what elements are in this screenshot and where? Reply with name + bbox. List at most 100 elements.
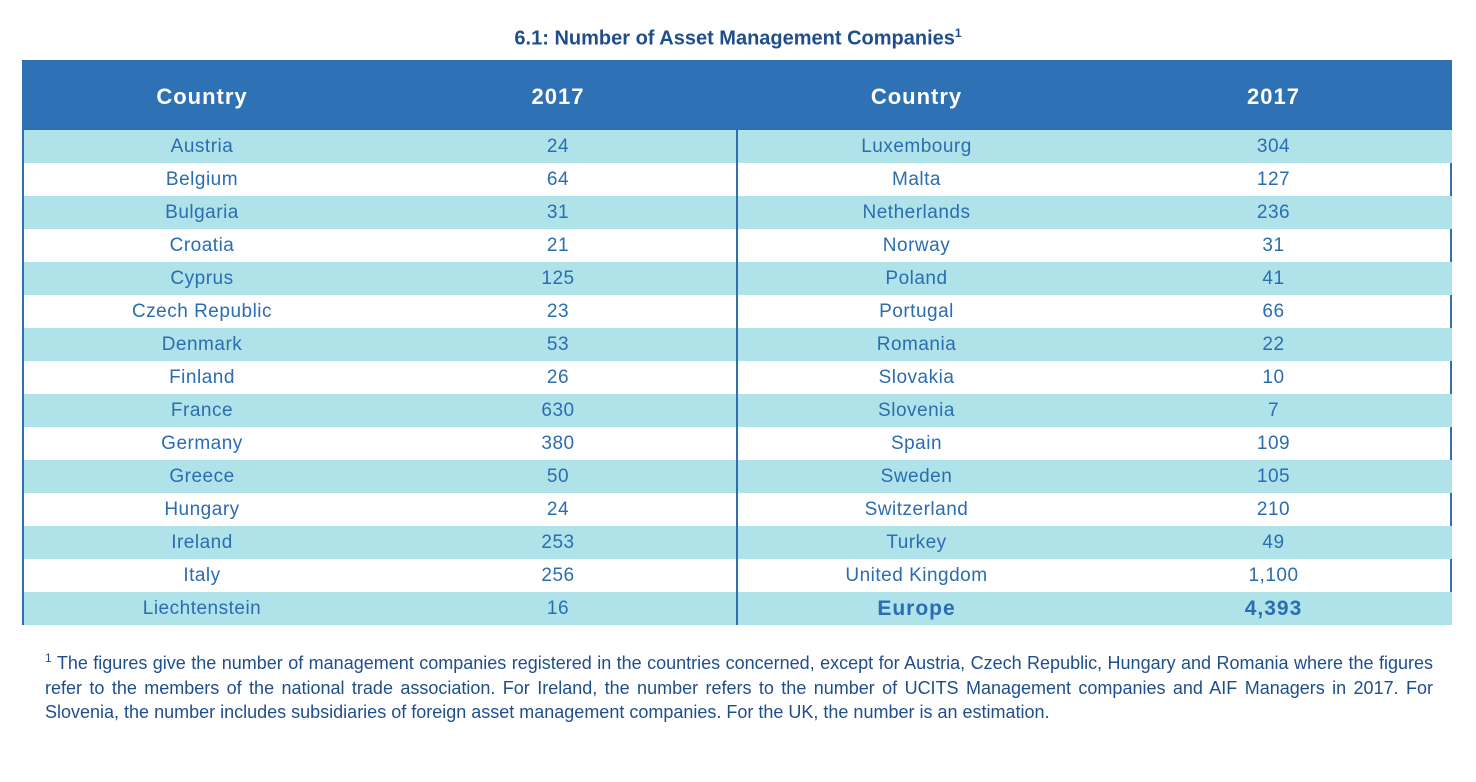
total-value: 4,393 (1244, 597, 1303, 620)
country-cell: Greece (169, 466, 235, 487)
header-year-left: 2017 (531, 84, 585, 109)
table-row: Hungary 24 (24, 493, 736, 526)
header-country-left: Country (156, 84, 248, 109)
value-cell: 10 (1262, 367, 1285, 388)
table-row: Croatia 21 (24, 229, 736, 262)
table-row: Liechtenstein 16 (24, 592, 736, 625)
table-row: Norway 31 (738, 229, 1452, 262)
country-cell: Czech Republic (131, 301, 273, 322)
value-cell: 380 (541, 433, 575, 454)
value-cell: 66 (1262, 301, 1285, 322)
country-cell: Netherlands (862, 202, 971, 223)
value-cell: 41 (1262, 268, 1285, 289)
table-left-half: Austria 24 Belgium 64 Bulgaria 31 Croatia 21 Cyp… (24, 130, 736, 625)
table-right-half: Luxembourg 304 Malta 127 Netherlands 236 Norwa… (738, 130, 1452, 625)
country-cell: Austria (170, 136, 234, 157)
table-row: Luxembourg 304 (738, 130, 1452, 163)
header-year-right: 2017 (1247, 84, 1300, 109)
value-cell: 26 (546, 367, 570, 388)
country-cell: Croatia (169, 235, 235, 256)
table-title: 6.1: Number of Asset Management Companie… (0, 26, 1476, 51)
value-cell: 49 (1262, 532, 1285, 553)
country-cell: Hungary (164, 499, 240, 520)
value-cell: 127 (1256, 169, 1291, 190)
country-cell: Romania (876, 334, 957, 355)
value-cell: 105 (1256, 466, 1291, 487)
value-cell: 256 (541, 565, 575, 586)
value-cell: 24 (546, 499, 570, 520)
value-cell: 16 (546, 598, 570, 619)
value-cell: 7 (1267, 400, 1280, 421)
table-row: United Kingdom 1,100 (738, 559, 1452, 592)
country-cell: Switzerland (864, 499, 969, 520)
table-row: Italy 256 (24, 559, 736, 592)
country-cell: United Kingdom (845, 565, 988, 586)
table-row: Bulgaria 31 (24, 196, 736, 229)
table-row: Austria 24 (24, 130, 736, 163)
value-cell: 210 (1256, 499, 1291, 520)
country-cell: Belgium (165, 169, 239, 190)
table-row: Turkey 49 (738, 526, 1452, 559)
value-cell: 630 (541, 400, 575, 421)
country-cell: Germany (161, 433, 243, 454)
country-cell: Ireland (171, 532, 233, 553)
table-row: Cyprus 125 (24, 262, 736, 295)
country-cell: Spain (890, 433, 943, 454)
table-row: Slovakia 10 (738, 361, 1452, 394)
table-row: Greece 50 (24, 460, 736, 493)
table-header: Country 2017 Country 2017 (24, 62, 1450, 130)
country-cell: Italy (183, 565, 221, 586)
value-cell: 31 (1262, 235, 1285, 256)
table-row: Finland 26 (24, 361, 736, 394)
table-row: Netherlands 236 (738, 196, 1452, 229)
value-cell: 64 (546, 169, 570, 190)
table-row: Spain 109 (738, 427, 1452, 460)
table-row: Sweden 105 (738, 460, 1452, 493)
country-cell: Portugal (879, 301, 954, 322)
header-country-right: Country (870, 84, 963, 109)
value-cell: 22 (1262, 334, 1285, 355)
footnote: 1 The figures give the number of managem… (45, 646, 1433, 725)
table-row: Switzerland 210 (738, 493, 1452, 526)
value-cell: 109 (1256, 433, 1291, 454)
country-cell: Malta (892, 169, 941, 190)
country-cell: Bulgaria (165, 202, 239, 223)
country-cell: Finland (169, 367, 235, 388)
total-label: Europe (877, 597, 956, 620)
table-row: Poland 41 (738, 262, 1452, 295)
value-cell: 1,100 (1248, 565, 1299, 586)
value-cell: 236 (1256, 202, 1291, 223)
value-cell: 125 (541, 268, 575, 289)
country-cell: Slovenia (878, 400, 955, 421)
value-cell: 23 (546, 301, 570, 322)
country-cell: Denmark (161, 334, 243, 355)
country-cell: Luxembourg (861, 136, 972, 157)
country-cell: Norway (882, 235, 951, 256)
data-table: Country 2017 Country 2017 Austria 24 Belgi… (22, 60, 1452, 625)
country-cell: France (170, 400, 234, 421)
footnote-text: The figures give the number of managemen… (45, 653, 1433, 722)
table-row: Belgium 64 (24, 163, 736, 196)
table-row: Ireland 253 (24, 526, 736, 559)
country-cell: Slovakia (878, 367, 955, 388)
value-cell: 21 (546, 235, 570, 256)
table-row: France 630 (24, 394, 736, 427)
value-cell: 53 (546, 334, 570, 355)
country-cell: Poland (885, 268, 948, 289)
country-cell: Turkey (886, 532, 947, 553)
value-cell: 24 (546, 136, 570, 157)
country-cell: Cyprus (170, 268, 234, 289)
value-cell: 50 (546, 466, 570, 487)
table-row: Germany 380 (24, 427, 736, 460)
table-row: Malta 127 (738, 163, 1452, 196)
country-cell: Sweden (880, 466, 953, 487)
value-cell: 304 (1256, 136, 1291, 157)
table-row: Denmark 53 (24, 328, 736, 361)
footnote-marker: 1 (45, 651, 52, 665)
table-row: Czech Republic 23 (24, 295, 736, 328)
value-cell: 31 (546, 202, 570, 223)
country-cell: Liechtenstein (142, 598, 262, 619)
table-row: Portugal 66 (738, 295, 1452, 328)
table-row: Europe 4,393 (738, 592, 1452, 625)
table-title-text: 6.1: Number of Asset Management Companie… (514, 27, 955, 50)
